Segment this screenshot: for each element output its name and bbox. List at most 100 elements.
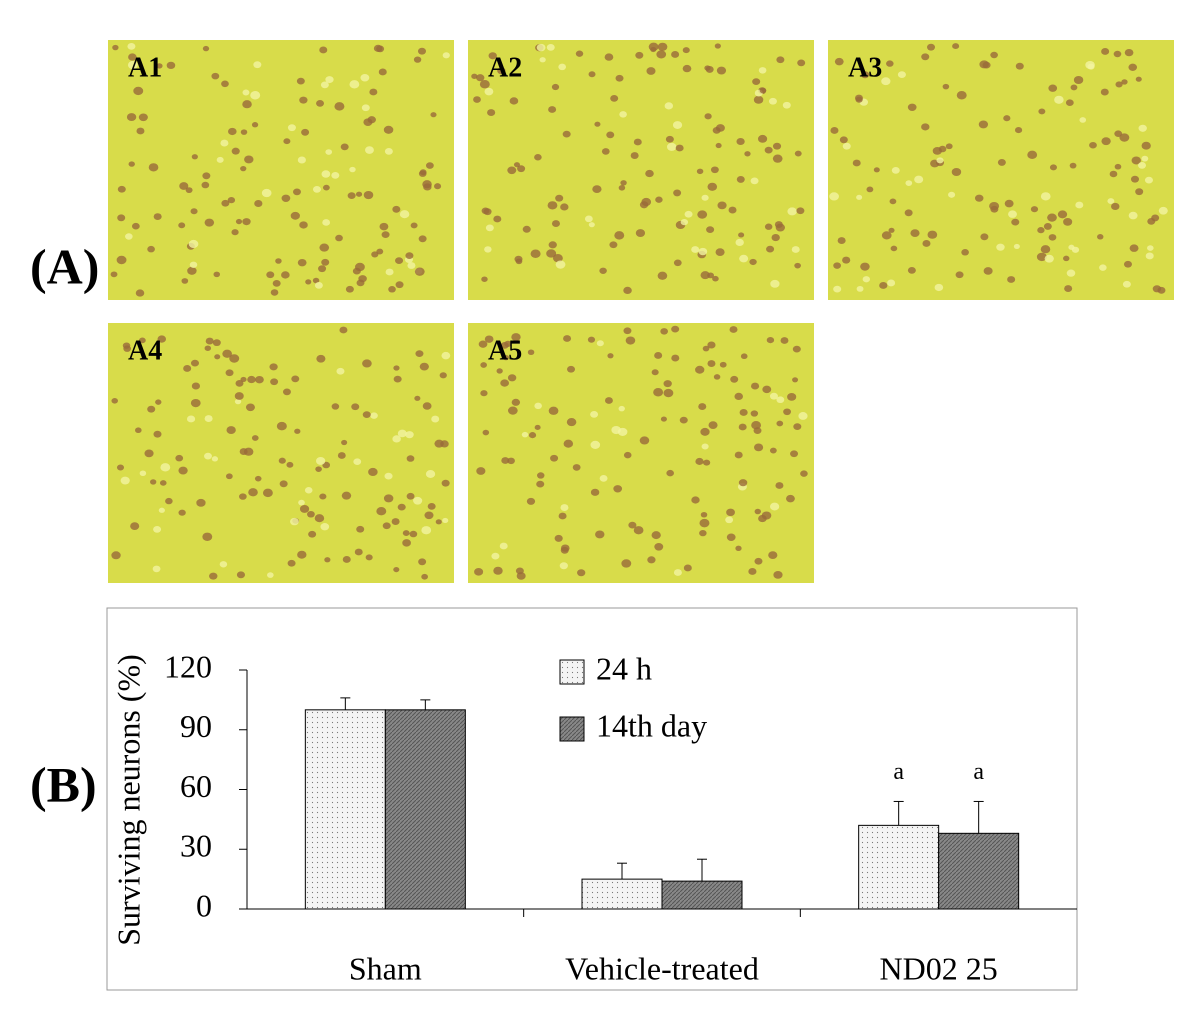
cell — [415, 350, 424, 357]
chart-frame — [106, 607, 1078, 991]
cell — [1107, 198, 1115, 204]
micrograph-background — [468, 323, 814, 583]
cell — [1085, 60, 1095, 70]
cell — [698, 247, 708, 256]
cell — [383, 494, 394, 503]
cell — [528, 432, 537, 439]
cell — [794, 262, 801, 269]
cell — [425, 162, 434, 169]
cell — [421, 526, 432, 535]
cell — [1121, 79, 1128, 85]
cell — [560, 203, 569, 211]
cell — [1101, 137, 1111, 146]
cell — [239, 493, 247, 500]
cell — [201, 181, 210, 189]
cell — [1129, 244, 1139, 252]
cell — [682, 64, 692, 73]
micrograph: A2 — [468, 40, 814, 300]
cell — [1048, 84, 1058, 92]
cell — [673, 569, 682, 576]
cell — [764, 146, 773, 154]
cell — [135, 427, 142, 434]
cell — [189, 261, 198, 268]
cell — [860, 71, 870, 79]
cell — [852, 159, 861, 167]
cell — [683, 564, 692, 572]
cell — [384, 472, 393, 480]
cell — [292, 188, 301, 196]
cell — [349, 166, 356, 173]
cell — [397, 503, 406, 511]
cell — [587, 336, 596, 343]
cell — [611, 425, 621, 435]
cell — [435, 519, 442, 525]
cell — [623, 327, 632, 335]
cell — [655, 196, 663, 203]
cell — [125, 233, 133, 240]
chart: 0 30 60 90 120 Surviving neurons (%) Sham Vehic… — [110, 648, 1077, 986]
cell — [247, 375, 256, 384]
cell — [500, 379, 509, 387]
cell — [153, 525, 162, 533]
cell — [226, 426, 236, 435]
cell — [320, 81, 329, 89]
cell — [297, 550, 307, 559]
cell — [255, 375, 264, 384]
cell — [855, 96, 863, 103]
cell — [165, 497, 173, 505]
cell — [590, 410, 599, 418]
cell — [794, 150, 802, 157]
cell — [1119, 133, 1130, 142]
cell — [439, 372, 447, 379]
cell — [775, 223, 785, 232]
cell — [236, 571, 246, 579]
cell — [550, 454, 559, 462]
cell — [700, 511, 708, 518]
cell — [599, 474, 608, 482]
cell — [354, 548, 363, 556]
cell — [482, 429, 490, 436]
cell — [393, 375, 402, 383]
cell — [291, 375, 300, 383]
cell — [319, 46, 328, 54]
cell — [253, 61, 262, 69]
cell — [750, 382, 760, 390]
cell — [269, 363, 278, 371]
cell — [441, 479, 450, 487]
cell — [787, 207, 797, 216]
legend-label: 24 h — [596, 650, 652, 686]
cell — [856, 194, 863, 200]
cell — [1111, 202, 1120, 211]
cell — [671, 354, 680, 362]
cell — [558, 512, 567, 520]
cell — [405, 431, 414, 439]
cell — [493, 566, 503, 575]
cell — [772, 154, 783, 163]
cell — [707, 341, 716, 349]
cell — [590, 488, 600, 496]
cell — [378, 68, 387, 76]
y-axis-title: Surviving neurons (%) — [110, 654, 146, 946]
cell — [178, 222, 186, 229]
cell — [362, 411, 371, 418]
cell — [190, 359, 199, 367]
cell — [530, 249, 541, 259]
cell — [660, 416, 667, 422]
cell — [299, 96, 308, 104]
cell — [548, 106, 557, 113]
cell — [710, 166, 719, 174]
cell — [752, 78, 761, 86]
cell — [205, 337, 214, 345]
cell — [159, 480, 167, 486]
cell — [221, 80, 229, 88]
cell — [360, 73, 370, 82]
cell — [595, 530, 605, 539]
cell — [405, 252, 414, 260]
cell — [1063, 255, 1070, 262]
bar — [581, 878, 663, 910]
cell — [117, 185, 126, 193]
annotation: a — [893, 759, 904, 785]
cell — [331, 171, 340, 179]
cell — [548, 241, 557, 249]
cell — [355, 191, 363, 197]
